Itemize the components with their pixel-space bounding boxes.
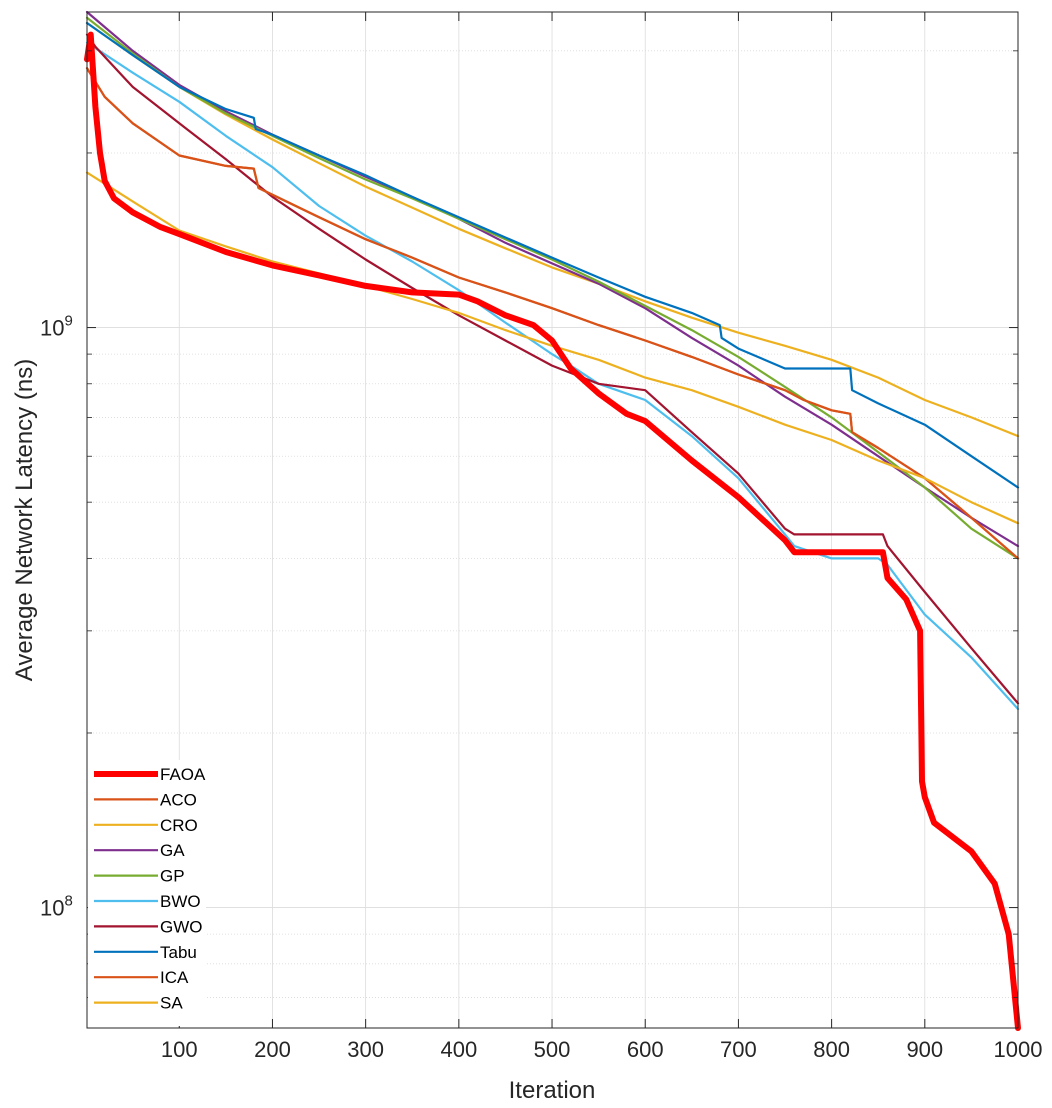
legend-label: GP — [160, 867, 185, 886]
y-tick-label: 109 — [40, 313, 73, 341]
series-line-bwo — [85, 41, 1020, 711]
x-ticks: 100 200 300 400 500 600 700 800 900 1000 — [161, 12, 1043, 1062]
series-line-ica — [85, 67, 1020, 560]
legend-label: SA — [160, 994, 183, 1013]
legend-label: ICA — [160, 968, 189, 987]
x-tick-label: 100 — [161, 1037, 198, 1062]
y-axis-label: Average Network Latency (ns) — [11, 359, 38, 681]
series-line-ga — [85, 10, 1020, 548]
y-tick-label-base: 10 — [40, 896, 64, 921]
series-line-faoa — [84, 31, 1021, 1031]
x-tick-label: 200 — [254, 1037, 291, 1062]
x-axis-label: Iteration — [509, 1077, 596, 1104]
x-tick-label: 500 — [534, 1037, 571, 1062]
series-line-gp — [85, 16, 1020, 560]
series-line-cro — [85, 21, 1020, 438]
y-tick-label-exponent: 9 — [64, 313, 72, 330]
x-tick-label: 600 — [627, 1037, 664, 1062]
x-tick-label: 700 — [720, 1037, 757, 1062]
x-tick-label: 400 — [440, 1037, 477, 1062]
y-tick-label-base: 10 — [40, 316, 64, 341]
legend-label: BWO — [160, 892, 201, 911]
y-tick-label-exponent: 8 — [64, 893, 72, 910]
legend: FAOA ACO CRO GA GP BWO GWO Tabu ICA SA — [88, 760, 206, 1026]
x-tick-label: 300 — [347, 1037, 384, 1062]
legend-label: FAOA — [160, 765, 206, 784]
series-line-tabu — [85, 21, 1020, 489]
x-tick-label: 800 — [813, 1037, 850, 1062]
series-layer — [84, 10, 1021, 1031]
legend-label: CRO — [160, 816, 198, 835]
legend-box — [88, 760, 206, 1026]
legend-label: GWO — [160, 917, 203, 936]
legend-label: Tabu — [160, 943, 197, 962]
legend-label: ACO — [160, 790, 197, 809]
y-tick-label: 108 — [40, 893, 73, 921]
legend-label: GA — [160, 841, 185, 860]
x-tick-label: 900 — [906, 1037, 943, 1062]
x-tick-label: 1000 — [994, 1037, 1043, 1062]
